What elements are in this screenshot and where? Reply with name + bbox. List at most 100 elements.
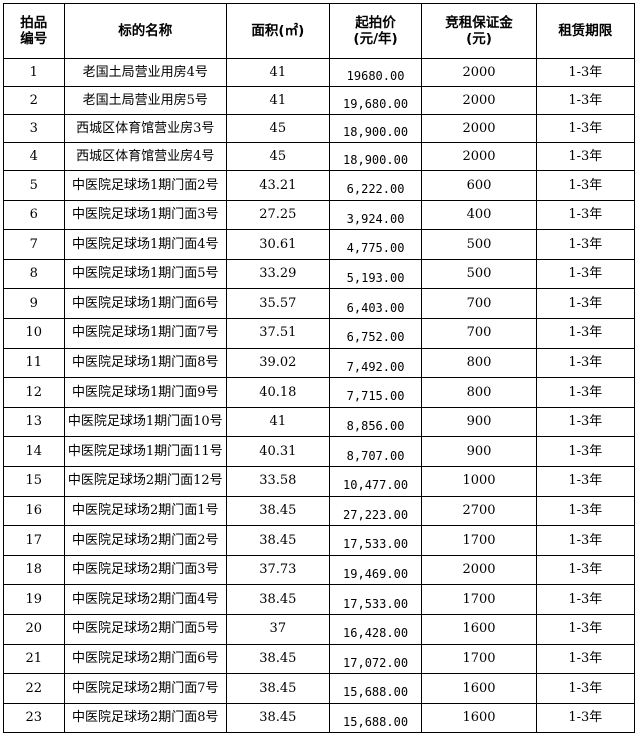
lot-no-cell: 21 <box>3 643 65 675</box>
table-row: 17 中医院足球场2期门面2号 38.45 17,533.00 1700 1-3年 <box>3 525 636 556</box>
header-deposit: 竞租保证金 (元) <box>421 3 537 59</box>
table-row: 1 老国土局营业用房4号 41 19680.00 2000 1-3年 <box>3 58 636 87</box>
area-cell: 41 <box>225 86 330 115</box>
deposit-cell: 600 <box>421 170 537 201</box>
price-cell: 8,856.00 <box>328 406 423 438</box>
term-cell: 1-3年 <box>535 613 636 645</box>
table-row: 6 中医院足球场1期门面3号 27.25 3,924.00 400 1-3年 <box>3 199 636 231</box>
table-row: 11 中医院足球场1期门面8号 39.02 7,492.00 800 1-3年 <box>3 347 636 379</box>
name-cell: 中医院足球场2期门面1号 <box>63 495 227 527</box>
term-cell: 1-3年 <box>535 317 636 349</box>
table-row: 7 中医院足球场1期门面4号 30.61 4,775.00 500 1-3年 <box>3 229 636 260</box>
header-lot-no: 拍品 编号 <box>3 3 65 59</box>
price-cell: 6,222.00 <box>328 170 423 201</box>
deposit-cell: 2000 <box>421 554 537 586</box>
area-cell: 37 <box>225 613 330 645</box>
name-cell: 老国土局营业用房4号 <box>63 58 227 87</box>
term-cell: 1-3年 <box>535 495 636 527</box>
term-cell: 1-3年 <box>535 465 636 497</box>
term-cell: 1-3年 <box>535 673 636 704</box>
table-row: 8 中医院足球场1期门面5号 33.29 5,193.00 500 1-3年 <box>3 258 636 290</box>
area-cell: 37.51 <box>225 317 330 349</box>
price-cell: 18,900.00 <box>328 142 423 171</box>
table-row: 16 中医院足球场2期门面1号 38.45 27,223.00 2700 1-3年 <box>3 495 636 527</box>
term-cell: 1-3年 <box>535 229 636 260</box>
name-cell: 中医院足球场2期门面5号 <box>63 613 227 645</box>
area-cell: 33.58 <box>225 465 330 497</box>
area-cell: 38.45 <box>225 673 330 704</box>
price-cell: 7,715.00 <box>328 377 423 408</box>
table-row: 23 中医院足球场2期门面8号 38.45 15,688.00 1600 1-3年 <box>3 702 636 733</box>
area-cell: 38.45 <box>225 702 330 733</box>
table-row: 10 中医院足球场1期门面7号 37.51 6,752.00 700 1-3年 <box>3 317 636 349</box>
header-deposit-line2: (元) <box>466 31 492 47</box>
deposit-cell: 2000 <box>421 142 537 171</box>
name-cell: 中医院足球场1期门面8号 <box>63 347 227 379</box>
term-cell: 1-3年 <box>535 406 636 438</box>
deposit-cell: 1700 <box>421 525 537 556</box>
deposit-cell: 400 <box>421 199 537 231</box>
lot-no-cell: 4 <box>3 142 65 171</box>
term-cell: 1-3年 <box>535 114 636 143</box>
area-cell: 38.45 <box>225 495 330 527</box>
header-name: 标的名称 <box>63 3 227 59</box>
term-cell: 1-3年 <box>535 86 636 115</box>
term-cell: 1-3年 <box>535 554 636 586</box>
lot-no-cell: 8 <box>3 258 65 290</box>
lot-no-cell: 14 <box>3 436 65 467</box>
table-row: 19 中医院足球场2期门面4号 38.45 17,533.00 1700 1-3年 <box>3 584 636 615</box>
area-cell: 45 <box>225 142 330 171</box>
table-row: 15 中医院足球场2期门面12号 33.58 10,477.00 1000 1-3年 <box>3 465 636 497</box>
term-cell: 1-3年 <box>535 258 636 290</box>
price-cell: 19,469.00 <box>328 554 423 586</box>
deposit-cell: 800 <box>421 347 537 379</box>
term-cell: 1-3年 <box>535 525 636 556</box>
table-row: 3 西城区体育馆营业房3号 45 18,900.00 2000 1-3年 <box>3 114 636 143</box>
lot-no-cell: 9 <box>3 288 65 319</box>
name-cell: 中医院足球场2期门面6号 <box>63 643 227 675</box>
deposit-cell: 900 <box>421 406 537 438</box>
name-cell: 中医院足球场1期门面7号 <box>63 317 227 349</box>
deposit-cell: 700 <box>421 288 537 319</box>
header-lot-no-line1: 拍品 <box>20 14 48 31</box>
area-cell: 37.73 <box>225 554 330 586</box>
price-cell: 8,707.00 <box>328 436 423 467</box>
lot-no-cell: 22 <box>3 673 65 704</box>
area-cell: 41 <box>225 406 330 438</box>
lot-no-cell: 7 <box>3 229 65 260</box>
price-cell: 7,492.00 <box>328 347 423 379</box>
price-cell: 17,533.00 <box>328 525 423 556</box>
table-row: 21 中医院足球场2期门面6号 38.45 17,072.00 1700 1-3年 <box>3 643 636 675</box>
area-cell: 33.29 <box>225 258 330 290</box>
header-price-line1: 起拍价 <box>355 14 396 31</box>
name-cell: 中医院足球场2期门面3号 <box>63 554 227 586</box>
table-row: 14 中医院足球场1期门面11号 40.31 8,707.00 900 1-3年 <box>3 436 636 467</box>
deposit-cell: 900 <box>421 436 537 467</box>
name-cell: 中医院足球场1期门面11号 <box>63 436 227 467</box>
deposit-cell: 1700 <box>421 643 537 675</box>
area-cell: 40.31 <box>225 436 330 467</box>
lot-no-cell: 17 <box>3 525 65 556</box>
lot-no-cell: 10 <box>3 317 65 349</box>
name-cell: 中医院足球场2期门面4号 <box>63 584 227 615</box>
lot-no-cell: 12 <box>3 377 65 408</box>
header-term: 租赁期限 <box>535 3 636 59</box>
deposit-cell: 2700 <box>421 495 537 527</box>
price-cell: 18,900.00 <box>328 114 423 143</box>
price-cell: 19680.00 <box>328 58 423 87</box>
lot-no-cell: 20 <box>3 613 65 645</box>
price-cell: 10,477.00 <box>328 465 423 497</box>
area-cell: 43.21 <box>225 170 330 201</box>
lot-no-cell: 19 <box>3 584 65 615</box>
table-row: 13 中医院足球场1期门面10号 41 8,856.00 900 1-3年 <box>3 406 636 438</box>
name-cell: 中医院足球场1期门面3号 <box>63 199 227 231</box>
table-row: 2 老国土局营业用房5号 41 19,680.00 2000 1-3年 <box>3 86 636 115</box>
term-cell: 1-3年 <box>535 436 636 467</box>
deposit-cell: 2000 <box>421 114 537 143</box>
name-cell: 中医院足球场1期门面9号 <box>63 377 227 408</box>
term-cell: 1-3年 <box>535 377 636 408</box>
term-cell: 1-3年 <box>535 170 636 201</box>
term-cell: 1-3年 <box>535 584 636 615</box>
deposit-cell: 500 <box>421 258 537 290</box>
area-cell: 38.45 <box>225 584 330 615</box>
